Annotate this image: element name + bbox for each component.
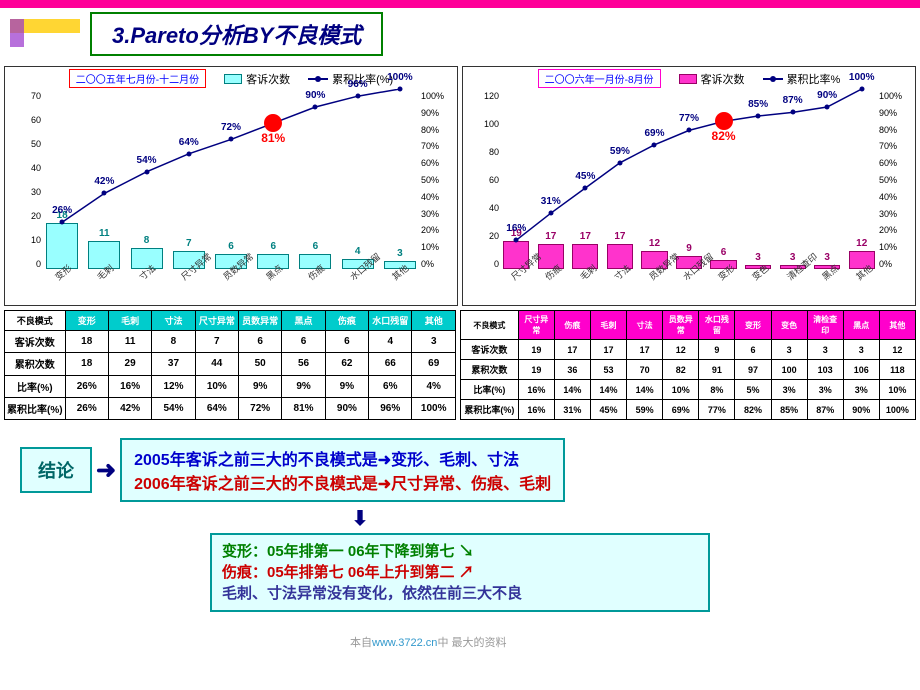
arrow-icon: ➜ [96,456,116,485]
watermark-link[interactable]: www.3722.cn [372,637,437,649]
pareto-chart-2006: 二〇〇六年一月份-8月份 客诉次数 .leg-line::before{back… [462,66,916,306]
data-table-2005: 不良模式变形毛刺寸法尺寸异常员数异常黑点伤痕水口残留其他客诉次数18118766… [4,310,456,420]
page-title: 3.Pareto分析BY不良模式 [90,12,383,56]
detail-box: 变形：05年排第一 06年下降到第七 ↘ 伤痕：05年排第七 06年上升到第二 … [210,533,710,612]
corner-decoration [10,19,90,49]
detail-line-1: 变形：05年排第一 06年下降到第七 ↘ [222,541,698,562]
down-arrow-icon: ⬇ [0,506,720,531]
charts-row: 二〇〇五年七月份-十二月份 客诉次数 .leg-line::before{bac… [0,66,920,306]
conclusion-2005: 2005年客诉之前三大的不良模式是➜变形、毛刺、寸法 [134,446,551,470]
conclusion-row: 结论 ➜ 2005年客诉之前三大的不良模式是➜变形、毛刺、寸法 2006年客诉之… [20,438,910,502]
conclusion-label: 结论 [20,447,92,493]
watermark: 本自www.3722.cn中 最大的资料 [350,634,507,650]
conclusion-2006: 2006年客诉之前三大的不良模式是➜尺寸异常、伤痕、毛刺 [134,470,551,494]
detail-line-3: 毛刺、寸法异常没有变化，依然在前三大不良 [222,583,698,604]
pareto-chart-2005: 二〇〇五年七月份-十二月份 客诉次数 .leg-line::before{bac… [4,66,458,306]
title-row: 3.Pareto分析BY不良模式 [0,8,920,66]
top-accent [0,0,920,8]
data-table-2006: 不良模式尺寸异常伤痕毛刺寸法员数异常水口残留变形变色清检查印黑点其他客诉次数19… [460,310,916,420]
tables-row: 不良模式变形毛刺寸法尺寸异常员数异常黑点伤痕水口残留其他客诉次数18118766… [0,306,920,424]
detail-line-2: 伤痕：05年排第七 06年上升到第二 ↗ [222,562,698,583]
conclusion-box: 2005年客诉之前三大的不良模式是➜变形、毛刺、寸法 2006年客诉之前三大的不… [120,438,565,502]
